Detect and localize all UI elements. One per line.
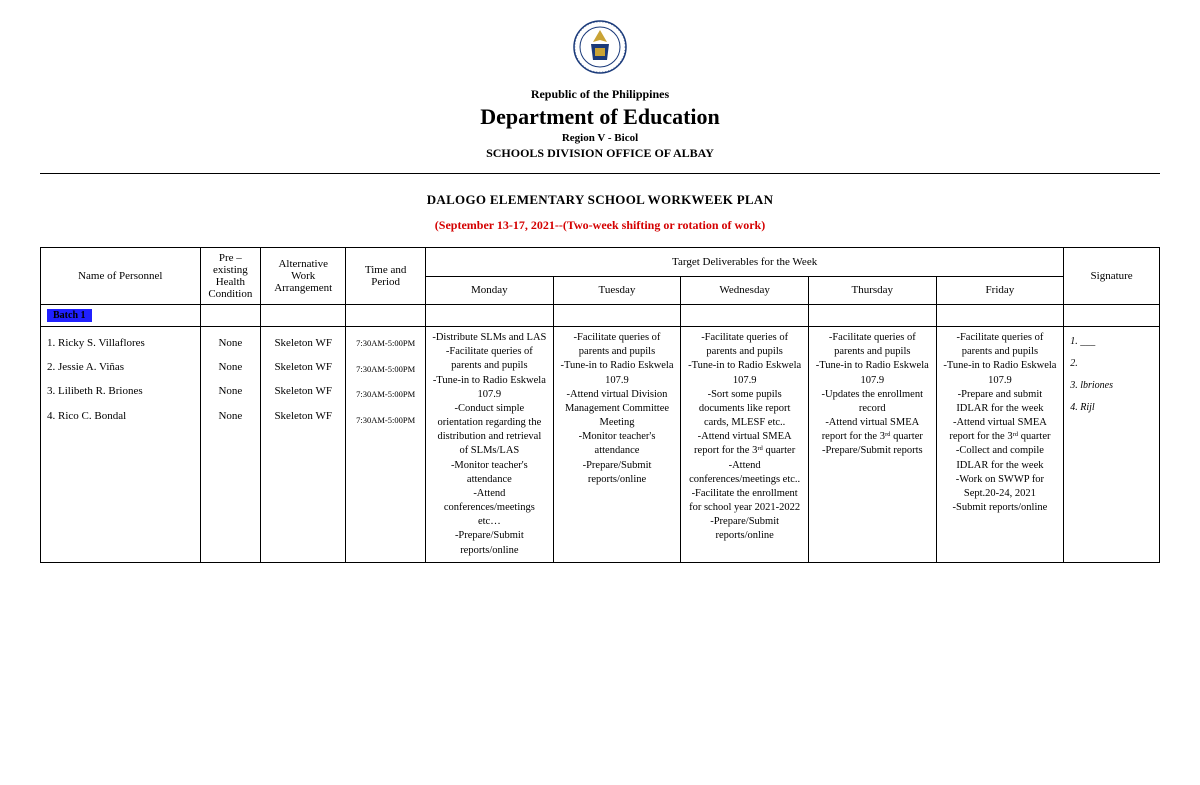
col-deliverables: Target Deliverables for the Week (426, 248, 1064, 277)
col-monday: Monday (426, 276, 554, 305)
col-health: Pre – existing Health Condition (200, 248, 261, 305)
batch-row: Batch 1 (41, 305, 1160, 327)
col-arrangement: Alternative Work Arrangement (261, 248, 346, 305)
col-signature: Signature (1064, 248, 1160, 305)
arrangement-cell: Skeleton WF Skeleton WF Skeleton WF Skel… (261, 327, 346, 563)
thursday-cell: -Facilitate queries of parents and pupil… (808, 327, 936, 563)
region-text: Region V - Bicol (40, 132, 1160, 144)
col-wednesday: Wednesday (681, 276, 809, 305)
monday-cell: -Distribute SLMs and LAS -Facilitate que… (426, 327, 554, 563)
col-tuesday: Tuesday (553, 276, 681, 305)
data-row: 1. Ricky S. Villaflores 2. Jessie A. Viñ… (41, 327, 1160, 563)
document-title: DALOGO ELEMENTARY SCHOOL WORKWEEK PLAN (40, 192, 1160, 208)
tuesday-cell: -Facilitate queries of parents and pupil… (553, 327, 681, 563)
document-header: Republic of the Philippines Department o… (40, 20, 1160, 161)
col-friday: Friday (936, 276, 1064, 305)
wednesday-cell: -Facilitate queries of parents and pupil… (681, 327, 809, 563)
health-cell: None None None None (200, 327, 261, 563)
batch-cell: Batch 1 (41, 305, 201, 327)
personnel-cell: 1. Ricky S. Villaflores 2. Jessie A. Viñ… (41, 327, 201, 563)
header-divider (40, 173, 1160, 174)
batch-label: Batch 1 (47, 309, 92, 322)
table-header: Name of Personnel Pre – existing Health … (41, 248, 1160, 305)
col-personnel: Name of Personnel (41, 248, 201, 305)
time-cell: 7:30AM-5:00PM 7:30AM-5:00PM 7:30AM-5:00P… (346, 327, 426, 563)
friday-cell: -Facilitate queries of parents and pupil… (936, 327, 1064, 563)
republic-text: Republic of the Philippines (40, 87, 1160, 102)
department-title: Department of Education (40, 104, 1160, 130)
col-thursday: Thursday (808, 276, 936, 305)
col-time: Time and Period (346, 248, 426, 305)
division-text: SCHOOLS DIVISION OFFICE OF ALBAY (40, 146, 1160, 161)
deped-seal-icon (573, 20, 627, 74)
document-subtitle: (September 13-17, 2021--(Two-week shifti… (40, 218, 1160, 233)
signature-cell: 1. ___ 2. 3. lbriones 4. Rijl (1064, 327, 1160, 563)
workweek-plan-table: Name of Personnel Pre – existing Health … (40, 247, 1160, 563)
